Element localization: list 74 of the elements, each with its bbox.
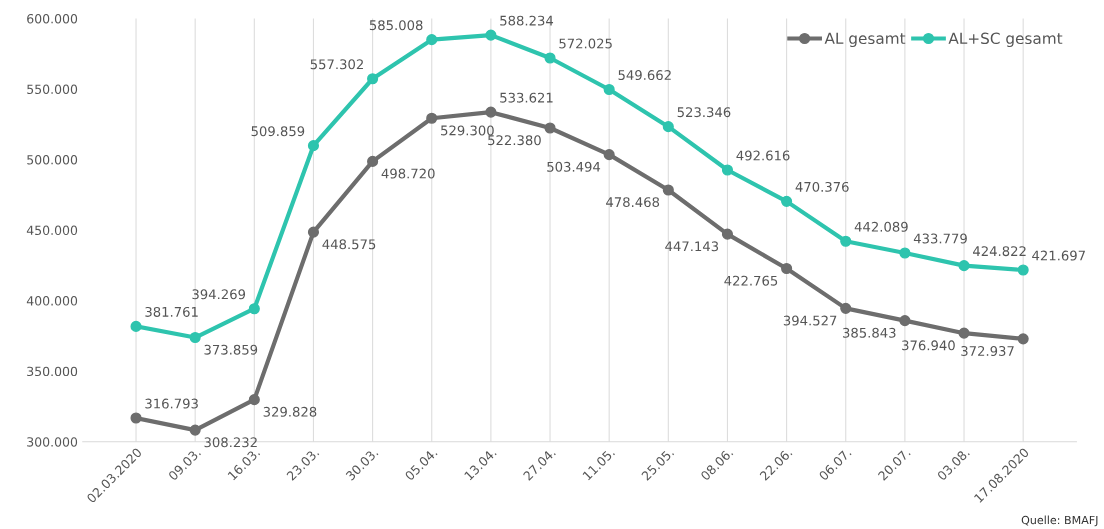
data-label: 442.089 — [854, 221, 908, 232]
data-label: 381.761 — [145, 306, 198, 317]
point — [130, 320, 142, 332]
point — [781, 262, 793, 275]
data-label: 424.822 — [973, 246, 1026, 257]
point — [1017, 333, 1029, 345]
data-label: 421.697 — [1032, 250, 1085, 261]
data-label: 394.527 — [783, 315, 837, 326]
legend-label: AL+SC gesamt — [948, 32, 1063, 48]
data-label: 557.302 — [310, 59, 363, 70]
point — [840, 235, 852, 247]
data-label: 522.380 — [488, 135, 541, 146]
data-label: 308.232 — [204, 437, 257, 448]
data-label: 422.765 — [724, 275, 778, 286]
point — [721, 164, 734, 176]
data-label: 433.779 — [913, 233, 967, 244]
data-label: 478.468 — [606, 197, 660, 208]
data-label: 533.621 — [500, 92, 553, 103]
data-label: 470.376 — [795, 181, 849, 192]
point — [367, 73, 379, 85]
data-label: 588.234 — [500, 15, 554, 26]
y-tick-label: 350.000 — [27, 366, 78, 377]
point — [307, 140, 320, 152]
point — [1017, 264, 1029, 276]
point — [426, 112, 438, 124]
data-label: 509.859 — [251, 126, 305, 137]
point — [248, 394, 260, 406]
data-label: 492.616 — [736, 150, 790, 161]
point — [307, 226, 320, 238]
data-label: 385.843 — [843, 327, 896, 338]
data-label: 498.720 — [381, 168, 435, 179]
data-label: 376.940 — [902, 340, 955, 351]
point — [603, 149, 615, 161]
point — [721, 228, 734, 240]
data-label: 394.269 — [192, 289, 246, 300]
point — [485, 106, 497, 118]
point — [958, 327, 970, 339]
data-label: 585.008 — [369, 20, 423, 31]
data-label: 448.575 — [322, 239, 376, 250]
data-label: 549.662 — [618, 70, 671, 81]
point — [603, 83, 615, 96]
y-tick-label: 300.000 — [27, 437, 78, 447]
data-label: 572.025 — [559, 38, 612, 49]
point — [899, 315, 911, 327]
point — [248, 303, 260, 315]
data-label: 529.300 — [441, 125, 494, 136]
point — [899, 247, 911, 259]
data-label: 523.346 — [677, 107, 731, 118]
legend-label: AL gesamt — [824, 32, 906, 48]
y-tick-label: 550.000 — [27, 84, 78, 94]
point — [662, 121, 674, 133]
point — [485, 29, 497, 41]
source-note: Quelle: BMAFJ — [1021, 515, 1098, 527]
point — [840, 302, 852, 314]
data-label: 372.937 — [961, 346, 1014, 356]
y-tick-label: 600.000 — [27, 13, 78, 24]
y-tick-label: 400.000 — [26, 296, 78, 306]
data-label: 447.143 — [665, 241, 719, 252]
y-tick-label: 450.000 — [26, 225, 78, 236]
point — [544, 52, 556, 64]
point — [367, 155, 379, 167]
point — [130, 412, 142, 424]
point — [662, 184, 674, 196]
point — [781, 195, 793, 207]
point — [189, 331, 201, 344]
data-label: 503.494 — [547, 161, 601, 172]
data-label: 329.828 — [263, 406, 317, 417]
point — [426, 34, 438, 46]
point — [189, 424, 201, 436]
point — [958, 260, 970, 272]
data-label: 316.793 — [145, 398, 198, 409]
point — [544, 122, 556, 134]
data-label: 373.859 — [204, 344, 258, 355]
y-tick-label: 500.000 — [27, 155, 78, 165]
